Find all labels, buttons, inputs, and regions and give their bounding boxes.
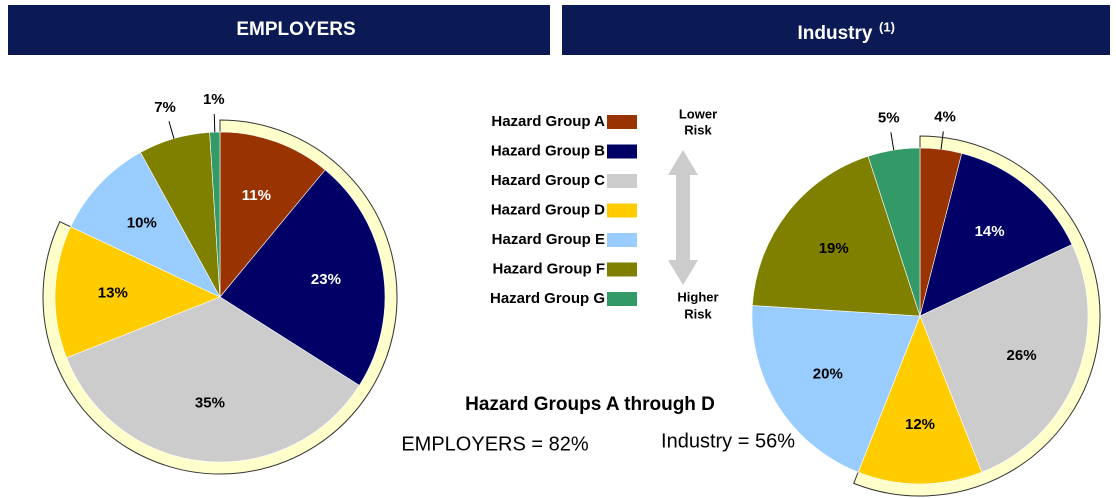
chart-title: EMPLOYERS [236, 19, 355, 40]
legend-swatch [607, 292, 637, 306]
pie-slice [867, 147, 921, 317]
leader-line [213, 114, 216, 133]
leader-line [168, 121, 175, 139]
data-label: 13% [98, 285, 128, 302]
header-bar [8, 5, 550, 55]
annotation: EMPLOYERS = 82% [401, 433, 589, 455]
chart-title: Industry [798, 23, 873, 44]
annotation-title: Hazard Groups A through D [465, 394, 715, 415]
legend-swatch [607, 203, 637, 218]
data-label: 7% [154, 99, 176, 116]
data-label: 12% [905, 416, 935, 433]
risk-label: Higher [677, 289, 718, 304]
legend-swatch [607, 233, 637, 247]
pie-slice [54, 226, 221, 359]
legend-label: Hazard Group C [491, 172, 605, 189]
legend-label: Hazard Group D [491, 201, 605, 218]
data-label: 35% [195, 395, 225, 412]
risk-label: Risk [684, 306, 712, 321]
data-label: 20% [813, 365, 843, 382]
risk-label: Lower [679, 106, 717, 121]
pie-slice [857, 315, 983, 485]
data-label: 4% [934, 109, 956, 126]
legend-label: Hazard Group G [490, 290, 605, 307]
legend-label: Hazard Group E [492, 231, 605, 248]
pie-slice [919, 244, 1089, 473]
risk-arrow [668, 150, 698, 285]
pie-slice [219, 169, 386, 386]
legend-swatch [607, 144, 637, 159]
risk-label: Risk [684, 122, 712, 137]
leader-line [890, 132, 895, 151]
legend-label: Hazard Group B [491, 142, 605, 159]
data-label: 5% [878, 109, 900, 126]
data-label: 23% [311, 271, 341, 288]
pie-slice [70, 152, 221, 298]
data-label: 1% [203, 91, 225, 108]
data-label: 10% [127, 215, 157, 232]
pie-slice [209, 131, 221, 298]
legend-swatch [607, 115, 637, 129]
legend-swatch [607, 262, 637, 277]
legend-label: Hazard Group A [491, 113, 605, 130]
legend-label: Hazard Group F [492, 260, 605, 277]
data-label: 14% [975, 223, 1005, 240]
header-bar [562, 5, 1110, 55]
annotation: Industry = 56% [661, 430, 795, 452]
data-label: 26% [1007, 347, 1037, 364]
pie-slice [919, 152, 1073, 317]
pie-slice [66, 296, 360, 463]
pie-slice [219, 131, 326, 298]
data-label: 11% [242, 187, 271, 204]
legend-swatch [607, 174, 637, 188]
pie-slice [752, 155, 921, 317]
pie-slice [751, 305, 921, 473]
data-label: 19% [819, 240, 849, 257]
title-note: (1) [879, 19, 895, 34]
leader-line [940, 131, 944, 150]
